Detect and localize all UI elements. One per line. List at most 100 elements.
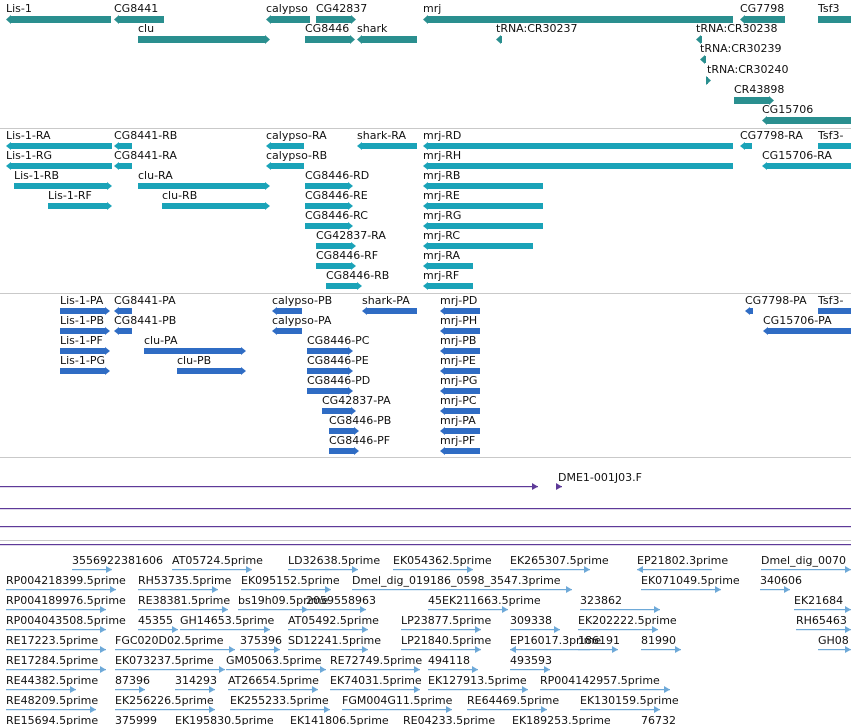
est-feature[interactable]: AT05724.5prime [172, 554, 263, 573]
feature-bar[interactable] [428, 203, 543, 209]
est-feature[interactable]: RE72749.5prime [330, 654, 422, 673]
feature-line[interactable] [0, 508, 851, 510]
sequence-feature[interactable] [0, 544, 851, 546]
feature-bar[interactable] [316, 263, 351, 269]
feature-bar[interactable] [162, 203, 265, 209]
est-feature[interactable]: EK255233.5prime [230, 694, 330, 713]
protein-feature[interactable]: Lis-1-PG [60, 354, 110, 375]
est-feature[interactable]: EK095152.5prime [241, 574, 340, 593]
feature-bar[interactable] [818, 308, 851, 314]
transcript-feature[interactable]: CG42837-RA [316, 229, 386, 250]
feature-line[interactable] [794, 609, 851, 611]
feature-bar[interactable] [119, 308, 132, 314]
est-feature[interactable]: RH65463 [796, 614, 851, 633]
est-feature[interactable]: RE15694.5prime [6, 714, 98, 725]
feature-bar[interactable] [119, 143, 132, 149]
feature-bar[interactable] [750, 308, 753, 314]
est-feature[interactable]: 309338 [510, 614, 560, 633]
est-feature[interactable]: 2059558963 [306, 594, 376, 613]
transcript-feature[interactable]: CG8441-RB [114, 129, 177, 150]
est-feature[interactable]: 493593 [510, 654, 552, 673]
est-feature[interactable]: RE64469.5prime [467, 694, 559, 713]
transcript-feature[interactable]: mrj-RG [423, 209, 543, 230]
gene-feature[interactable]: Lis-1 [6, 2, 111, 24]
est-feature[interactable]: SD12241.5prime [288, 634, 381, 653]
est-feature[interactable]: RP004218399.5prime [6, 574, 126, 593]
feature-line[interactable] [428, 689, 528, 691]
transcript-feature[interactable]: CG8446-RE [305, 189, 368, 210]
gene-feature[interactable]: CG42837 [316, 2, 367, 24]
feature-bar[interactable] [271, 16, 310, 23]
gene-feature[interactable]: CG8441 [114, 2, 164, 24]
protein-feature[interactable]: CG8446-PB [329, 414, 391, 435]
feature-line[interactable] [467, 709, 547, 711]
est-feature[interactable]: GH08 [818, 634, 851, 653]
feature-bar[interactable] [60, 368, 105, 374]
feature-bar[interactable] [445, 448, 480, 454]
feature-bar[interactable] [307, 388, 348, 394]
est-feature[interactable]: EK073237.5prime [115, 654, 225, 673]
transcript-feature[interactable]: CG15706-RA [762, 149, 851, 170]
est-feature[interactable]: RE17284.5prime [6, 654, 106, 673]
feature-line[interactable] [0, 486, 538, 488]
feature-bar[interactable] [277, 328, 302, 334]
est-feature[interactable]: LP23877.5prime [401, 614, 492, 633]
feature-bar[interactable] [307, 368, 348, 374]
feature-line[interactable] [288, 649, 368, 651]
feature-line[interactable] [172, 569, 252, 571]
gene-feature[interactable]: CG7798 [740, 2, 785, 24]
gene-feature[interactable]: Tsf3 [817, 2, 851, 23]
protein-feature[interactable]: CG8441-PB [114, 314, 176, 335]
est-feature[interactable]: EK054362.5prime [393, 554, 492, 573]
feature-bar[interactable] [119, 163, 132, 169]
feature-line[interactable] [6, 669, 106, 671]
est-feature[interactable]: bs19h09.5prime [238, 594, 328, 613]
feature-line[interactable] [6, 709, 96, 711]
protein-feature[interactable]: mrj-PB [440, 334, 480, 355]
feature-bar[interactable] [60, 348, 105, 354]
est-feature[interactable]: EP16017.3prime [510, 634, 601, 653]
est-feature[interactable]: LP21840.5prime [401, 634, 492, 653]
transcript-feature[interactable]: mrj-RF [423, 269, 473, 290]
feature-bar[interactable] [818, 143, 851, 149]
feature-bar[interactable] [14, 183, 107, 189]
transcript-feature[interactable]: CG8446-RD [305, 169, 369, 190]
feature-line[interactable] [641, 589, 721, 591]
transcript-feature[interactable]: mrj-RC [423, 229, 533, 250]
feature-line[interactable] [760, 589, 790, 591]
feature-line[interactable] [401, 649, 481, 651]
est-feature[interactable]: 76732 [641, 714, 681, 725]
feature-line[interactable] [0, 544, 851, 546]
protein-feature[interactable]: mrj-PG [440, 374, 480, 395]
feature-bar[interactable] [445, 308, 480, 314]
feature-bar[interactable] [329, 428, 354, 434]
est-feature[interactable]: EK141806.5prime [290, 714, 390, 725]
feature-bar[interactable] [745, 143, 752, 149]
protein-feature[interactable]: CG7798-PA [745, 294, 807, 315]
feature-bar[interactable] [362, 143, 417, 149]
feature-line[interactable] [580, 609, 660, 611]
est-feature[interactable]: EK265307.5prime [510, 554, 609, 573]
feature-bar[interactable] [367, 308, 417, 314]
transcript-feature[interactable]: CG8446-RC [305, 209, 368, 230]
feature-line[interactable] [115, 649, 235, 651]
feature-line[interactable] [510, 669, 550, 671]
feature-line[interactable] [240, 649, 280, 651]
transcript-feature[interactable]: Lis-1-RA [6, 129, 112, 150]
feature-line[interactable] [6, 589, 116, 591]
feature-bar[interactable] [445, 368, 480, 374]
est-feature[interactable]: 375396 [240, 634, 282, 653]
sequence-feature[interactable] [0, 508, 851, 510]
est-feature[interactable]: EK127913.5prime [428, 674, 528, 693]
feature-bar[interactable] [362, 36, 417, 43]
feature-line[interactable] [115, 689, 145, 691]
feature-bar[interactable] [305, 183, 348, 189]
feature-line[interactable] [241, 589, 331, 591]
feature-line[interactable] [580, 709, 660, 711]
est-feature[interactable]: EK130159.5prime [580, 694, 679, 713]
gene-feature[interactable]: calypso [266, 2, 310, 24]
est-feature[interactable]: EK21684 [794, 594, 851, 613]
transcript-feature[interactable]: mrj-RE [423, 189, 543, 210]
